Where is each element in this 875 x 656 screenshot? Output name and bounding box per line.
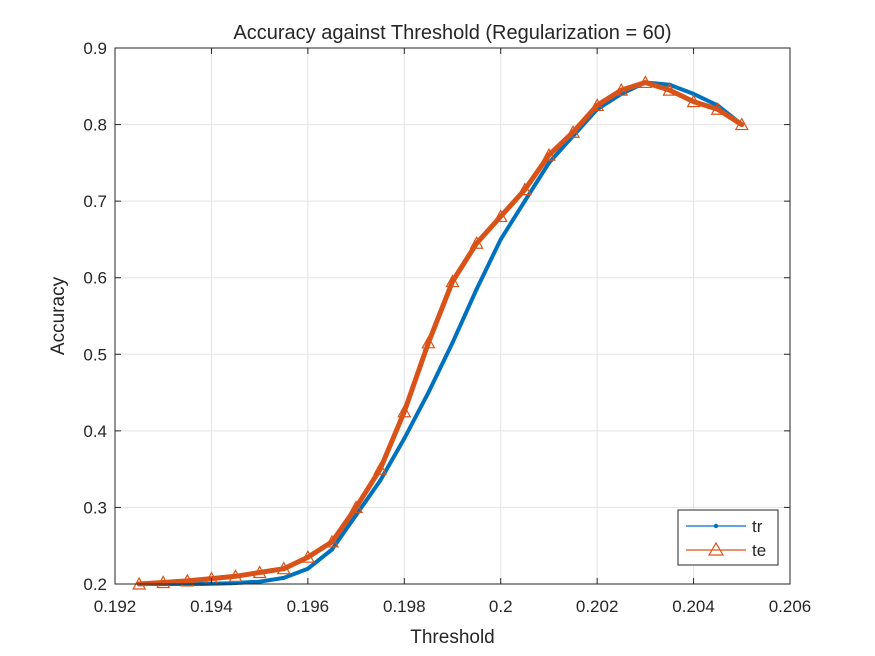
- series-tr-point: [474, 287, 479, 292]
- plot-area: [115, 48, 790, 584]
- series-te-point: [734, 117, 749, 131]
- legend: tr te: [677, 509, 779, 566]
- y-tick-label: 0.8: [83, 116, 107, 135]
- series-te-point: [276, 561, 291, 575]
- legend-label-tr: tr: [752, 517, 763, 536]
- y-tick-label: 0.9: [83, 39, 107, 58]
- series-te-point: [710, 102, 725, 115]
- series-te-point: [590, 98, 605, 112]
- series-te-point: [349, 500, 364, 514]
- series-te-point: [373, 461, 388, 475]
- series-te-point: [252, 565, 267, 579]
- series-te-point: [566, 124, 581, 138]
- x-tick-label: 0.206: [769, 597, 812, 616]
- y-tick-label: 0.5: [83, 345, 107, 364]
- series-tr-point: [522, 199, 527, 204]
- series-tr-point: [305, 566, 310, 571]
- x-tick-label: 0.198: [383, 597, 426, 616]
- series-tr-point: [498, 237, 503, 242]
- series-te-point: [300, 549, 315, 563]
- axes-box: [114, 47, 791, 585]
- series-te-point: [517, 182, 532, 196]
- series-te-point: [180, 573, 195, 587]
- y-tick-label: 0.7: [83, 192, 107, 211]
- x-tick-label: 0.204: [672, 597, 715, 616]
- series-te-point: [541, 147, 556, 161]
- series-tr-point: [257, 579, 262, 584]
- y-tick-label: 0.3: [83, 498, 107, 517]
- x-tick-label: 0.192: [94, 597, 137, 616]
- series-te-point: [445, 274, 460, 288]
- chart-title: Accuracy against Threshold (Regularizati…: [233, 22, 671, 44]
- legend-marker-te: [707, 541, 725, 556]
- series-te-point: [228, 569, 243, 582]
- series-tr-point: [546, 160, 551, 165]
- series-te-point: [662, 82, 677, 96]
- series-tr-point: [450, 340, 455, 345]
- series-te-point: [156, 575, 171, 589]
- series-tr-point: [354, 513, 359, 518]
- ticks: 0.192 0.194 0.196 0.198 0.2 0.202 0.204 0.206 0.…: [83, 39, 811, 616]
- x-tick-label: 0.194: [190, 597, 233, 616]
- x-tick-label: 0.196: [287, 597, 330, 616]
- series-layer: [132, 75, 749, 590]
- series-te-point: [638, 75, 653, 89]
- series-te-point: [469, 236, 484, 249]
- legend-label-te: te: [752, 541, 766, 560]
- legend-marker-tr: [713, 523, 719, 529]
- series-tr-point: [426, 390, 431, 395]
- y-tick-label: 0.4: [83, 422, 107, 441]
- series-te-point: [397, 404, 412, 418]
- series-te-point: [493, 209, 508, 223]
- x-tick-label: 0.202: [576, 597, 619, 616]
- series-tr-point: [329, 547, 334, 552]
- series-te-point: [421, 335, 436, 349]
- series-tr-point: [402, 436, 407, 441]
- series-te-point: [324, 534, 339, 548]
- x-axis-label: Threshold: [410, 627, 495, 648]
- series-te-point: [614, 82, 629, 96]
- series-tr-point: [378, 478, 383, 483]
- legend-box: [677, 509, 779, 566]
- series-tr-point: [691, 91, 696, 96]
- y-tick-label: 0.6: [83, 269, 107, 288]
- series-te-point: [686, 94, 701, 108]
- y-tick-label: 0.2: [83, 575, 107, 594]
- y-axis-label: Accuracy: [48, 276, 69, 355]
- series-tr-point: [281, 575, 286, 580]
- x-tick-label: 0.2: [489, 597, 513, 616]
